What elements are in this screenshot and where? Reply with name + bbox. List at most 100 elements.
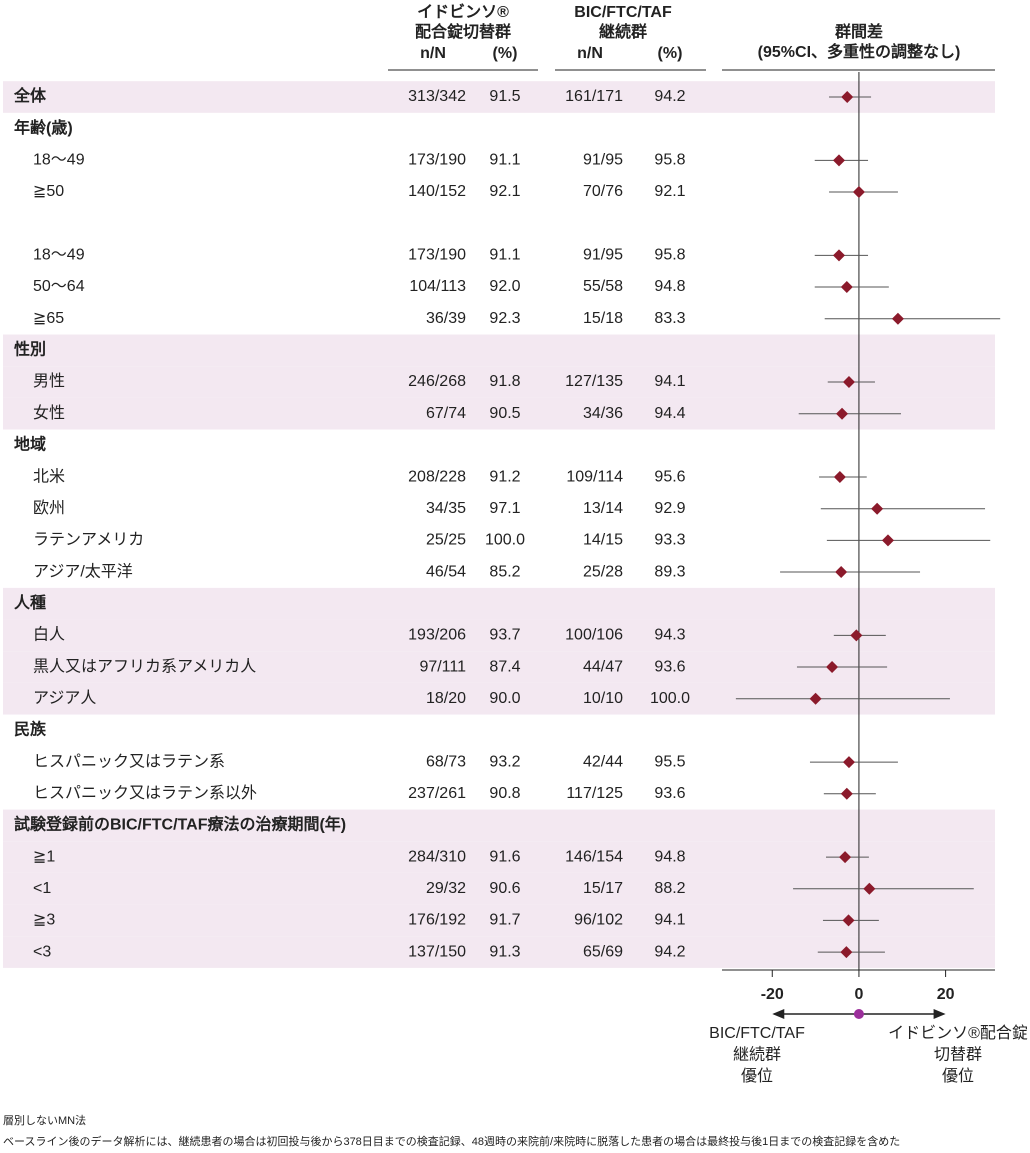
percent: 90.0	[489, 690, 520, 707]
percent: 100.0	[650, 690, 690, 707]
count: 173/190	[408, 152, 466, 169]
percent: 91.8	[489, 373, 520, 390]
percent: 94.1	[654, 912, 685, 929]
count: 284/310	[408, 848, 466, 865]
count: 44/47	[583, 658, 623, 675]
row-label: 北米	[33, 467, 65, 485]
percent: 91.2	[489, 468, 520, 485]
count: 140/152	[408, 183, 466, 200]
estimate-marker	[842, 914, 855, 927]
percent: 92.0	[489, 278, 520, 295]
row-label: アジア人	[33, 689, 96, 707]
count: 117/125	[566, 785, 623, 802]
favor-label: BIC/FTC/TAF	[709, 1025, 805, 1042]
count: 68/73	[426, 753, 466, 770]
favor-label: 優位	[942, 1067, 974, 1085]
row-shade	[3, 587, 995, 620]
row-label: ≧65	[33, 310, 64, 327]
count: 25/25	[426, 532, 466, 549]
count: 100/106	[565, 627, 623, 644]
percent: 91.6	[489, 848, 520, 865]
percent: 93.6	[654, 658, 685, 675]
percent: 93.7	[489, 627, 520, 644]
estimate-marker	[852, 186, 865, 199]
count: 18/20	[426, 690, 466, 707]
group-label: 全体	[13, 86, 47, 105]
estimate-marker	[850, 629, 863, 642]
percent: 91.7	[489, 912, 520, 929]
percent: 95.8	[654, 247, 685, 264]
percent: 91.5	[489, 88, 520, 105]
percent: 92.1	[654, 183, 685, 200]
favor-label: イドビンソ®配合錠	[888, 1024, 1028, 1042]
footnote: ベースライン後のデータ解析には、継続患者の場合は初回投与後から378日目までの検…	[3, 1134, 900, 1148]
footnote: 層別しないMN法	[3, 1113, 86, 1127]
estimate-marker	[839, 851, 852, 864]
count: 104/113	[409, 278, 466, 295]
percent: 91.3	[489, 943, 520, 960]
percent: 85.2	[489, 563, 520, 580]
column-title: イドビンソ®	[417, 3, 509, 21]
count: 29/32	[426, 880, 466, 897]
row-label: アジア/太平洋	[33, 562, 133, 580]
group-label: 性別	[14, 340, 46, 359]
count: 14/15	[583, 532, 623, 549]
count: 313/342	[408, 88, 466, 105]
estimate-marker	[809, 692, 822, 705]
row-label: 白人	[33, 626, 65, 644]
count: 96/102	[574, 912, 623, 929]
percent: 97.1	[489, 500, 520, 517]
origin-dot	[853, 1009, 864, 1019]
percent: 95.8	[654, 152, 685, 169]
favor-label: 切替群	[934, 1046, 982, 1064]
group-label: 地域	[14, 435, 46, 454]
estimate-marker	[842, 376, 855, 389]
row-label: 女性	[33, 403, 65, 422]
percent: 87.4	[489, 658, 520, 675]
count: 67/74	[426, 405, 466, 422]
plot-title: (95%CI、多重性の調整なし)	[758, 42, 961, 61]
percent: 91.1	[489, 247, 520, 264]
count: 237/261	[408, 785, 466, 802]
row-shade	[3, 334, 995, 367]
count: 36/39	[426, 310, 466, 327]
count: 55/58	[583, 278, 623, 295]
count: 97/111	[419, 658, 466, 675]
count: 208/228	[408, 468, 466, 485]
count: 137/150	[408, 943, 466, 960]
column-title: BIC/FTC/TAF	[574, 4, 672, 21]
percent: 89.3	[654, 563, 685, 580]
percent: 94.2	[654, 88, 685, 105]
count: 70/76	[583, 183, 623, 200]
percent: 90.6	[489, 880, 520, 897]
estimate-marker	[835, 566, 848, 579]
row-label: ≧1	[33, 848, 55, 865]
percent: 93.3	[654, 532, 685, 549]
row-label: 男性	[33, 372, 65, 390]
estimate-marker	[833, 471, 846, 484]
percent: 91.1	[489, 152, 520, 169]
group-label: 年齢(歳)	[14, 118, 73, 137]
row-label: ラテンアメリカ	[33, 532, 144, 549]
row-label: 欧州	[33, 499, 65, 517]
count: 161/171	[565, 88, 623, 105]
count: 25/28	[583, 563, 623, 580]
estimate-marker	[842, 756, 855, 769]
row-shade	[3, 619, 995, 652]
count: 15/18	[583, 310, 623, 327]
arrow-head	[772, 1009, 785, 1019]
percent: 95.5	[654, 753, 685, 770]
row-label: ≧50	[33, 183, 64, 200]
x-tick-label: -20	[761, 986, 784, 1003]
percent: 90.5	[489, 405, 520, 422]
count: 127/135	[565, 373, 623, 390]
percent: 94.8	[654, 848, 685, 865]
count: 15/17	[583, 880, 623, 897]
row-label: ヒスパニック又はラテン系以外	[33, 784, 257, 802]
percent: 94.8	[654, 278, 685, 295]
favor-label: 継続群	[733, 1046, 781, 1064]
count: 193/206	[408, 627, 466, 644]
column-subheader: (%)	[658, 45, 683, 62]
count: 246/268	[408, 373, 466, 390]
percent: 83.3	[654, 310, 685, 327]
